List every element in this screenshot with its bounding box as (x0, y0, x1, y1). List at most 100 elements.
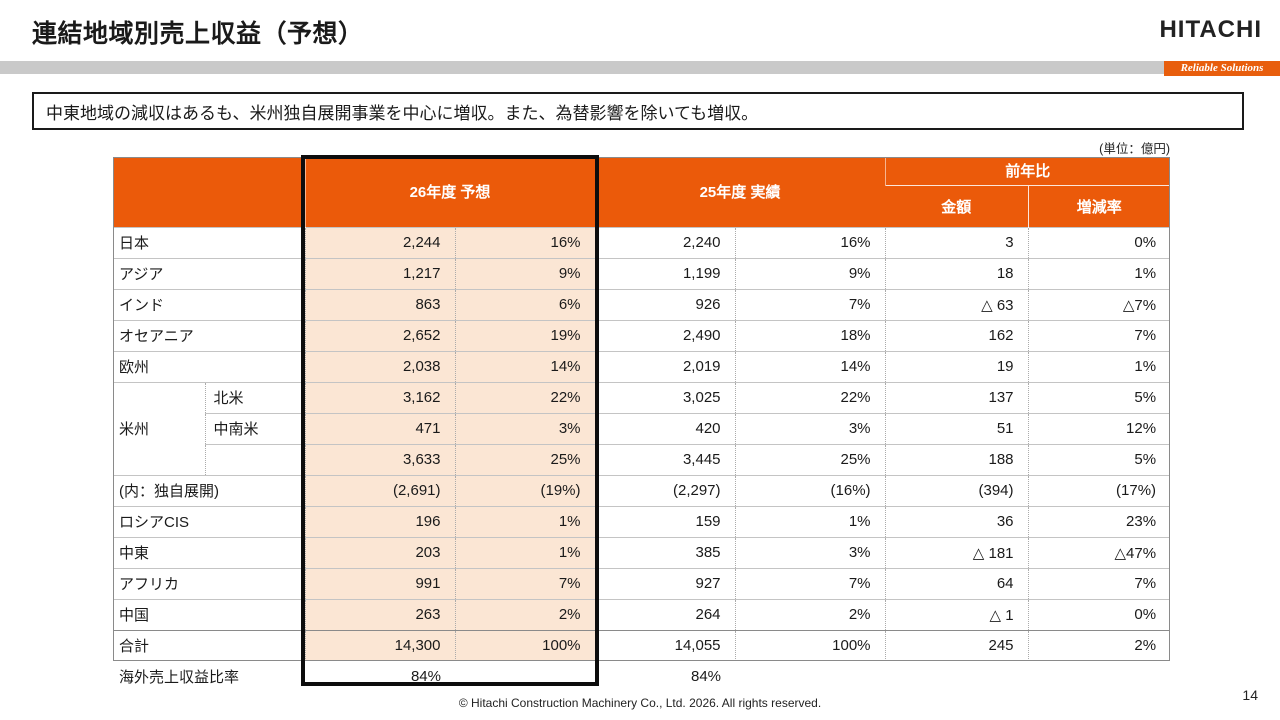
cell-value: 22% (734, 381, 886, 413)
cell-value: 6% (454, 288, 596, 320)
cell-value: △ 63 (884, 288, 1029, 320)
table-row: 3,633 25% 3,445 25% 188 5% (113, 443, 1171, 475)
cell-value: △47% (1027, 536, 1171, 568)
cell-value: 18 (884, 257, 1029, 289)
unit-label: (単位：億円) (1099, 142, 1170, 156)
cell-value: 100% (734, 629, 886, 661)
cell-value: 14% (454, 350, 596, 382)
page-number: 14 (1242, 687, 1258, 703)
cell-value: (19%) (454, 474, 596, 506)
cell-value: 3 (884, 226, 1029, 258)
cell-value: 19% (454, 319, 596, 351)
cell-value: 22% (454, 381, 596, 413)
table-row: アジア 1,217 9% 1,199 9% 18 1% (113, 257, 1171, 289)
row-label: 米州 (113, 381, 205, 475)
column-header-yoy-amount: 金額 (885, 184, 1029, 227)
cell-value: 9% (454, 257, 596, 289)
cell-value: 420 (594, 412, 736, 444)
row-label: アジア (113, 257, 305, 289)
cell-value: (16%) (734, 474, 886, 506)
cell-value: 3% (734, 536, 886, 568)
column-header-yoy: 前年比 (884, 157, 1171, 185)
cell-value: 64 (884, 567, 1029, 599)
cell-value: 926 (594, 288, 736, 320)
cell-value: 16% (454, 226, 596, 258)
cell-value: 7% (734, 567, 886, 599)
row-label: 日本 (113, 226, 305, 258)
cell-value: 264 (594, 598, 736, 630)
row-label: 合計 (113, 629, 305, 661)
cell-value: 23% (1027, 505, 1171, 537)
row-sublabel: 中南米 (204, 412, 305, 444)
table-row: オセアニア 2,652 19% 2,490 18% 162 7% (113, 319, 1171, 351)
table-row: アフリカ 991 7% 927 7% 64 7% (113, 567, 1171, 599)
cell-value: 1% (1027, 257, 1171, 289)
cell-value: 2,244 (304, 226, 455, 258)
cell-value: 14,055 (594, 629, 736, 661)
page-title: 連結地域別売上収益（予想） (32, 20, 364, 48)
row-label: 中国 (113, 598, 305, 630)
row-label: 海外売上収益比率 (119, 668, 240, 686)
cell-value: 2,490 (594, 319, 736, 351)
cell-value: 12% (1027, 412, 1171, 444)
cell-value: △ 181 (884, 536, 1029, 568)
row-label: (内：独自展開) (113, 474, 305, 506)
cell-value: 162 (884, 319, 1029, 351)
table-row: ロシアCIS 196 1% 159 1% 36 23% (113, 505, 1171, 537)
row-sublabel (204, 443, 305, 475)
cell-value: (2,691) (304, 474, 455, 506)
cell-value: 7% (1027, 319, 1171, 351)
table-row: 中東 203 1% 385 3% △ 181 △47% (113, 536, 1171, 568)
hitachi-logo: HITACHI (1159, 16, 1262, 43)
row-sublabel: 北米 (204, 381, 305, 413)
cell-value: 1,199 (594, 257, 736, 289)
table-row: インド 863 6% 926 7% △ 63 △7% (113, 288, 1171, 320)
regional-revenue-table: 26年度 予想 25年度 実績 前年比 金額 増減率 日本 2,244 16% 2,2… (113, 157, 1171, 691)
column-header-fy26: 26年度 予想 (304, 157, 596, 227)
column-header-fy25: 25年度 実績 (594, 157, 886, 227)
cell-value: (17%) (1027, 474, 1171, 506)
cell-value: 51 (884, 412, 1029, 444)
cell-value: 16% (734, 226, 886, 258)
table-row: (内：独自展開) (2,691) (19%) (2,297) (16%) (394) (17… (113, 474, 1171, 506)
cell-value: 2% (1027, 629, 1171, 661)
cell-value: 25% (454, 443, 596, 475)
cell-value: 3,633 (304, 443, 455, 475)
cell-value: (2,297) (594, 474, 736, 506)
cell-value: 196 (304, 505, 455, 537)
table-row: 米州 北米 3,162 22% 3,025 22% 137 5% (113, 381, 1171, 475)
cell-value: 159 (594, 505, 736, 537)
table-row: 中南米 471 3% 420 3% 51 12% (113, 412, 1171, 444)
cell-value: 2% (454, 598, 596, 630)
cell-value: 2% (734, 598, 886, 630)
cell-value: 7% (734, 288, 886, 320)
cell-value: 385 (594, 536, 736, 568)
cell-value (1028, 661, 1170, 691)
divider-bar (0, 61, 1164, 74)
cell-value (885, 661, 1028, 691)
table-header: 26年度 予想 25年度 実績 前年比 金額 増減率 (113, 157, 1171, 227)
cell-value: 36 (884, 505, 1029, 537)
cell-value: 14% (734, 350, 886, 382)
cell-value: 203 (304, 536, 455, 568)
cell-value: 84% (690, 667, 722, 685)
row-label: 欧州 (113, 350, 305, 382)
cell-value: 19 (884, 350, 1029, 382)
cell-value: 25% (734, 443, 886, 475)
cell-value: △7% (1027, 288, 1171, 320)
tagline-badge: Reliable Solutions (1164, 61, 1280, 76)
table-row: 日本 2,244 16% 2,240 16% 3 0% (113, 226, 1171, 258)
row-label: アフリカ (113, 567, 305, 599)
cell-value: 2,019 (594, 350, 736, 382)
table-row: 欧州 2,038 14% 2,019 14% 19 1% (113, 350, 1171, 382)
cell-value: 1% (454, 505, 596, 537)
cell-value: 471 (304, 412, 455, 444)
header-blank (113, 157, 305, 227)
summary-message: 中東地域の減収はあるも、米州独自展開事業を中心に増収。また、為替影響を除いても増… (46, 103, 759, 123)
table-body: 日本 2,244 16% 2,240 16% 3 0% アジア 1,217 9% 1,199 9% 18… (113, 226, 1171, 691)
cell-value: 2,038 (304, 350, 455, 382)
cell-value: 9% (734, 257, 886, 289)
cell-value: 5% (1027, 443, 1171, 475)
table-row: 合計 14,300 100% 14,055 100% 245 2% (113, 629, 1171, 661)
cell-value: △ 1 (884, 598, 1029, 630)
